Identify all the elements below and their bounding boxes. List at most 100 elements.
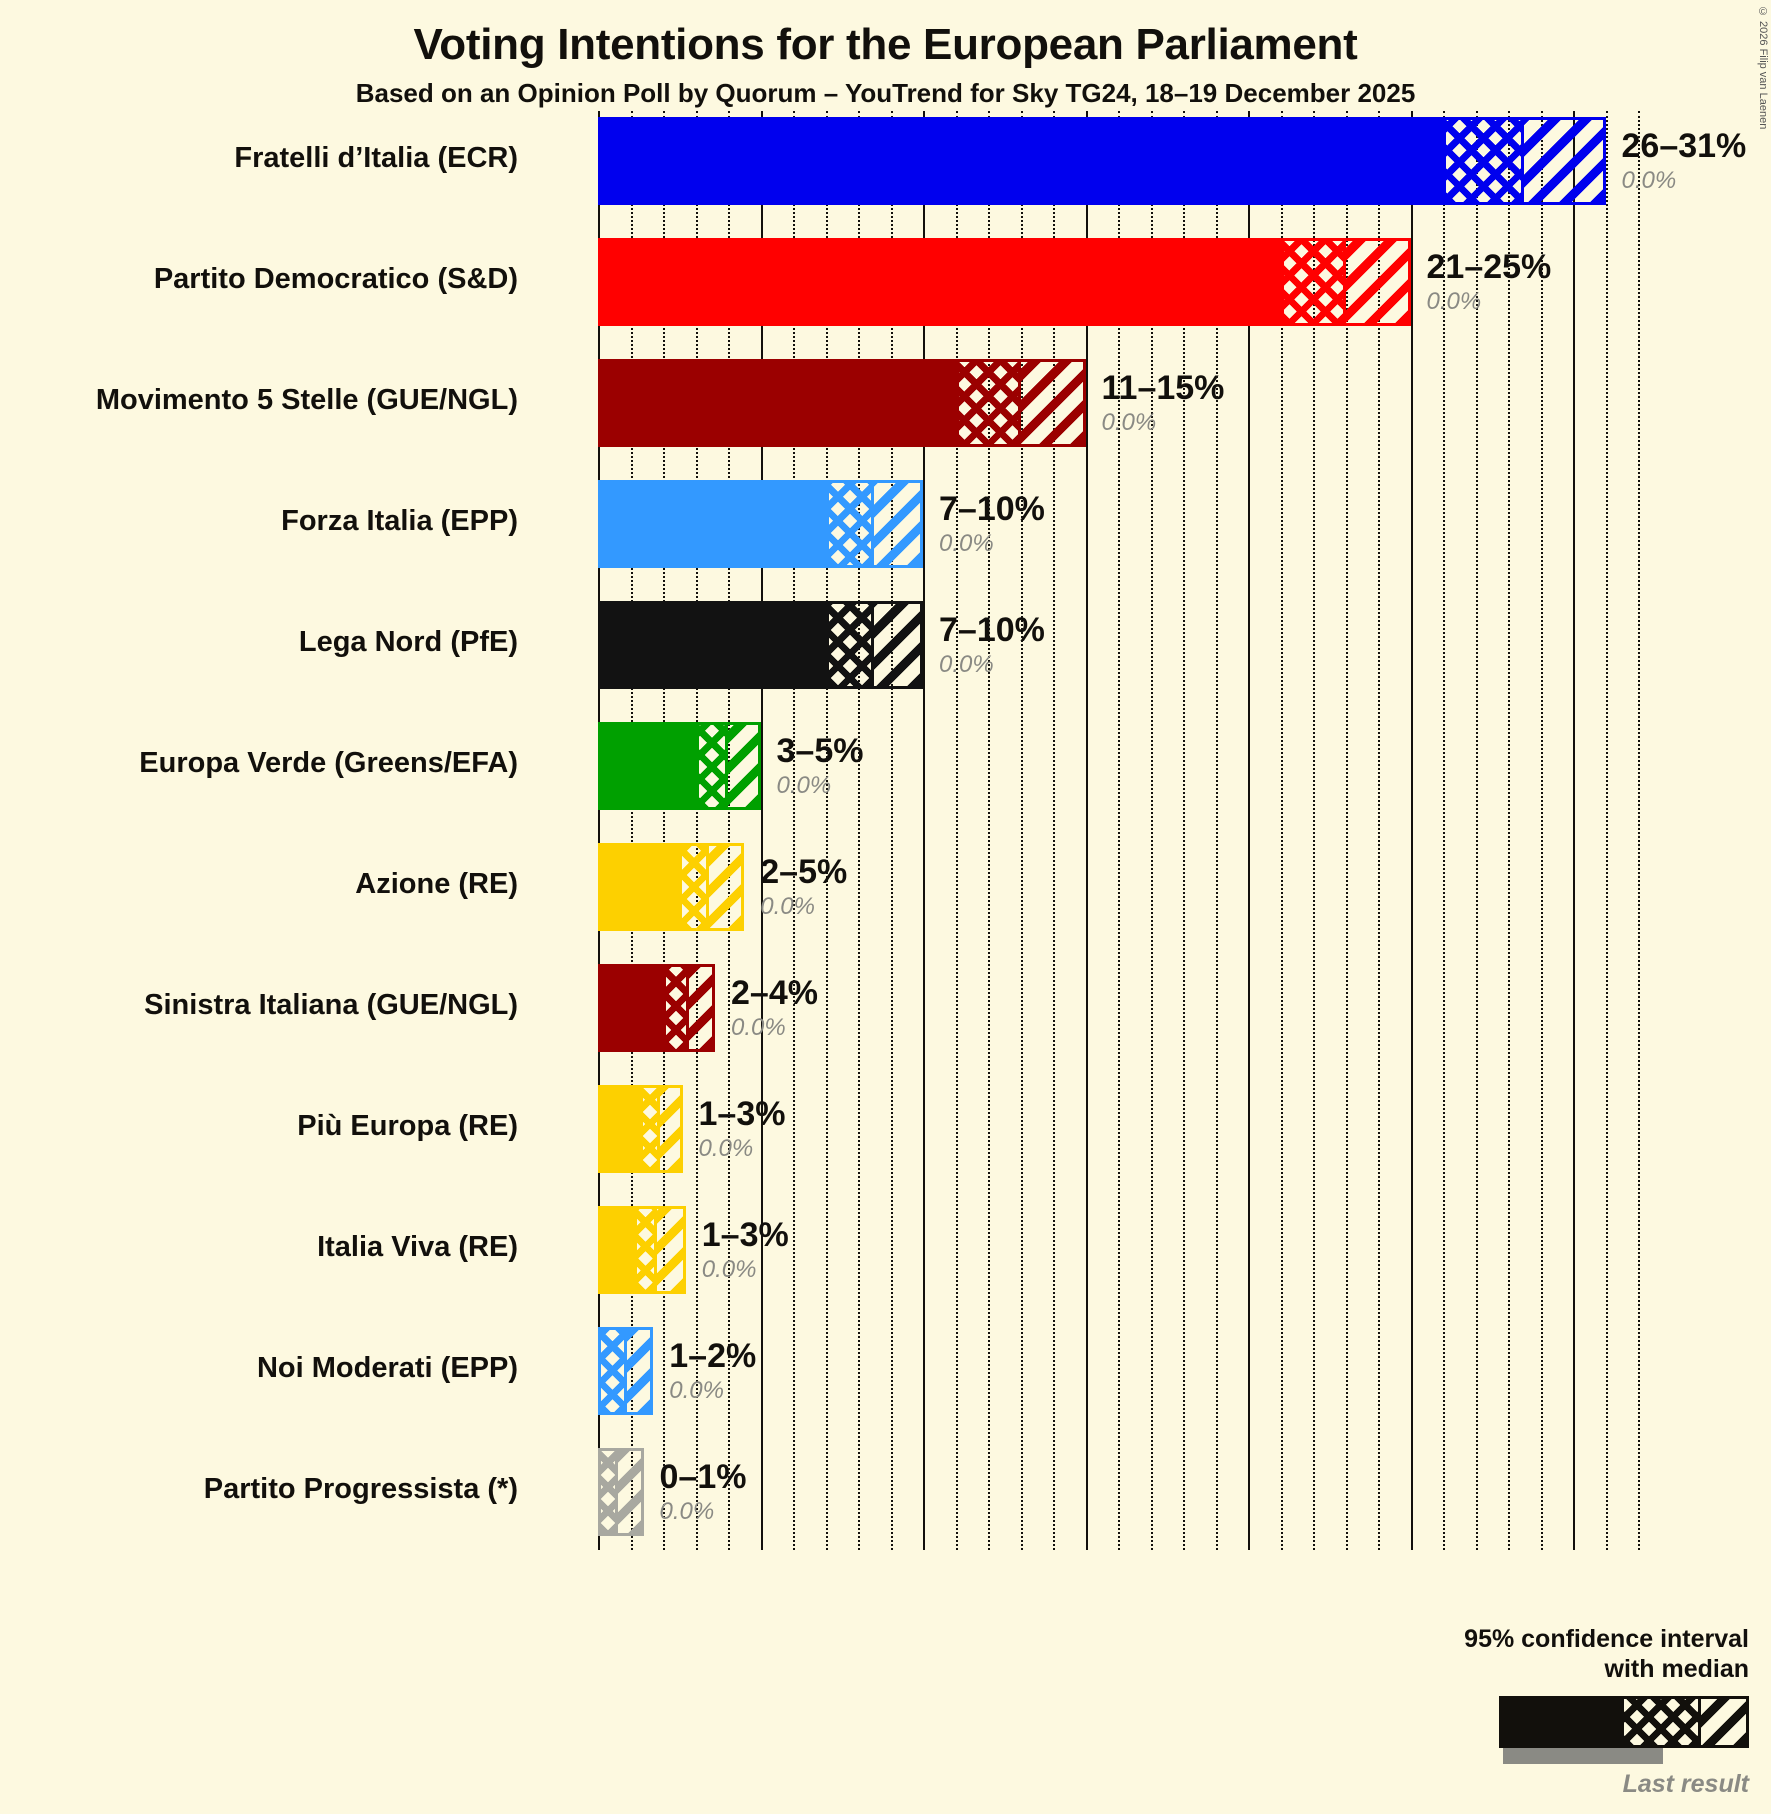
- legend-segment-solid: [1499, 1696, 1621, 1748]
- copyright-notice: © 2026 Filip van Laenen: [1757, 6, 1769, 130]
- bar-segment-diagonal: [1345, 238, 1411, 326]
- party-label: Sinistra Italiana (GUE/NGL): [144, 989, 518, 1021]
- gridline-minor: [663, 111, 665, 1550]
- confidence-interval-bar[interactable]: [598, 964, 715, 1052]
- gridline-minor: [1378, 111, 1380, 1550]
- bar-segment-diagonal: [627, 1327, 654, 1415]
- bar-segment-diagonal: [874, 601, 923, 689]
- bar-segment-diagonal: [1020, 359, 1086, 447]
- gridline-minor: [728, 111, 730, 1550]
- party-label: Europa Verde (Greens/EFA): [139, 747, 518, 779]
- interval-value: 11–15%: [1101, 369, 1225, 407]
- value-label-group: 7–10% 0.0%: [939, 613, 1045, 677]
- gridline-minor: [825, 111, 828, 1550]
- confidence-interval-bar[interactable]: [598, 480, 923, 568]
- value-label-group: 11–15% 0.0%: [1102, 371, 1225, 435]
- gridline-minor: [1540, 111, 1543, 1550]
- party-label: Partito Progressista (*): [203, 1473, 518, 1505]
- gridline-minor: [955, 111, 958, 1550]
- bar-segment-solid: [598, 843, 680, 931]
- page-title: Voting Intentions for the European Parli…: [413, 20, 1358, 69]
- bar-row: Fratelli d’Italia (ECR) 26–31% 0.0%: [0, 117, 1771, 205]
- value-label-group: 21–25% 0.0%: [1427, 250, 1552, 314]
- bar-row: Più Europa (RE) 1–3% 0.0%: [0, 1085, 1771, 1173]
- bar-segment-solid: [598, 964, 663, 1052]
- confidence-interval-bar[interactable]: [598, 238, 1411, 326]
- bar-segment-crosshatch: [598, 1448, 618, 1536]
- legend-segment-diagonal: [1701, 1696, 1749, 1748]
- gridline-minor: [1475, 111, 1478, 1550]
- bar-row: Movimento 5 Stelle (GUE/NGL) 11–15% 0.0%: [0, 359, 1771, 447]
- bar-row: Europa Verde (Greens/EFA) 3–5% 0.0%: [0, 722, 1771, 810]
- party-label: Italia Viva (RE): [317, 1231, 518, 1263]
- party-label: Forza Italia (EPP): [281, 505, 518, 537]
- bar-segment-solid: [598, 359, 956, 447]
- value-label-group: 3–5% 0.0%: [777, 734, 864, 798]
- value-label-group: 0–1% 0.0%: [660, 1460, 747, 1524]
- party-label: Partito Democratico (S&D): [153, 263, 518, 295]
- confidence-interval-bar[interactable]: [598, 601, 923, 689]
- gridline-major: [760, 111, 763, 1550]
- value-label-group: 2–4% 0.0%: [731, 976, 818, 1040]
- gridline-minor: [1020, 111, 1023, 1550]
- bar-row: Forza Italia (EPP) 7–10% 0.0%: [0, 480, 1771, 568]
- bar-row: Noi Moderati (EPP) 1–2% 0.0%: [0, 1327, 1771, 1415]
- last-result-value: 0.0%: [731, 1014, 786, 1041]
- bar-segment-diagonal: [689, 964, 715, 1052]
- legend-interval-bar: [1499, 1696, 1749, 1764]
- gridline-minor: [1605, 111, 1608, 1550]
- gridline-minor: [793, 111, 795, 1550]
- bar-segment-solid: [598, 722, 696, 810]
- interval-value: 2–4%: [731, 974, 818, 1012]
- gridline-minor: [988, 111, 990, 1550]
- gridline-minor: [1638, 111, 1640, 1550]
- bar-segment-crosshatch: [679, 843, 709, 931]
- bar-segment-diagonal: [728, 722, 761, 810]
- legend: 95% confidence interval with median Last…: [1419, 1625, 1749, 1799]
- bar-row: Azione (RE) 2–5% 0.0%: [0, 843, 1771, 931]
- interval-value: 1–3%: [701, 1216, 789, 1254]
- party-label: Noi Moderati (EPP): [256, 1352, 518, 1384]
- bar-row: Partito Progressista (*) 0–1% 0.0%: [0, 1448, 1771, 1536]
- bar-segment-crosshatch: [825, 480, 875, 568]
- confidence-interval-bar[interactable]: [598, 117, 1606, 205]
- gridline-minor: [1508, 111, 1510, 1550]
- bar-segment-solid: [598, 480, 826, 568]
- last-result-value: 0.0%: [1426, 288, 1482, 315]
- interval-value: 7–10%: [939, 611, 1045, 649]
- interval-value: 2–5%: [760, 853, 848, 891]
- party-label: Movimento 5 Stelle (GUE/NGL): [95, 384, 518, 416]
- last-result-value: 0.0%: [939, 651, 994, 678]
- value-label-group: 26–31% 0.0%: [1622, 129, 1747, 193]
- confidence-interval-bar[interactable]: [598, 1085, 683, 1173]
- legend-segment-crosshatch: [1621, 1696, 1701, 1748]
- gridline-minor: [858, 111, 860, 1550]
- confidence-interval-bar[interactable]: [598, 722, 761, 810]
- party-label: Più Europa (RE): [297, 1110, 518, 1142]
- value-label-group: 1–2% 0.0%: [669, 1339, 756, 1403]
- gridline-minor: [1280, 111, 1283, 1550]
- gridline-major: [1248, 111, 1250, 1550]
- interval-value: 1–3%: [698, 1095, 786, 1133]
- confidence-interval-bar[interactable]: [598, 1448, 644, 1536]
- confidence-interval-bar[interactable]: [598, 843, 745, 931]
- bar-segment-diagonal: [617, 1448, 644, 1536]
- bar-row: Sinistra Italiana (GUE/NGL) 2–4% 0.0%: [0, 964, 1771, 1052]
- value-label-group: 7–10% 0.0%: [939, 492, 1045, 556]
- bar-segment-solid: [598, 1206, 634, 1294]
- gridline-minor: [1215, 111, 1218, 1550]
- gridline-major: [923, 111, 925, 1550]
- party-label: Azione (RE): [355, 868, 518, 900]
- interval-value: 21–25%: [1426, 248, 1552, 286]
- last-result-value: 0.0%: [776, 772, 832, 799]
- confidence-interval-bar[interactable]: [598, 1327, 654, 1415]
- confidence-interval-bar[interactable]: [598, 1206, 686, 1294]
- party-label: Lega Nord (PfE): [298, 626, 518, 658]
- bar-segment-solid: [598, 1085, 641, 1173]
- confidence-interval-bar[interactable]: [598, 359, 1086, 447]
- gridline-minor: [630, 111, 633, 1550]
- bar-segment-solid: [598, 601, 826, 689]
- interval-value: 7–10%: [939, 490, 1045, 528]
- bar-segment-crosshatch: [663, 964, 689, 1052]
